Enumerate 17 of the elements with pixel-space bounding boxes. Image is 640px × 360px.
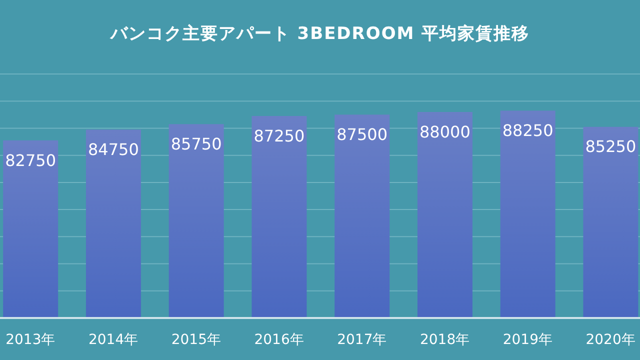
x-tick-label: 2019年 <box>502 332 553 348</box>
x-tick-label: 2015年 <box>171 332 222 348</box>
x-tick-label: 2014年 <box>88 332 138 348</box>
data-label: 88250 <box>502 120 554 140</box>
data-label: 87250 <box>254 126 305 146</box>
x-tick-label: 2017年 <box>337 332 387 348</box>
data-label: 82750 <box>5 150 56 170</box>
x-tick-label: 2018年 <box>420 332 470 348</box>
data-label: 84750 <box>88 140 139 159</box>
data-label: 85250 <box>585 137 636 156</box>
data-label: 87500 <box>336 125 388 144</box>
x-tick-label: 2016年 <box>254 332 304 348</box>
data-label: 85750 <box>170 134 222 154</box>
x-tick-label: 2020年 <box>586 332 636 348</box>
chart-title: バンコク主要アパート 3BEDROOM 平均家賃推移 <box>108 23 531 45</box>
data-label: 88000 <box>420 122 470 142</box>
x-tick-label: 2013年 <box>6 332 56 348</box>
